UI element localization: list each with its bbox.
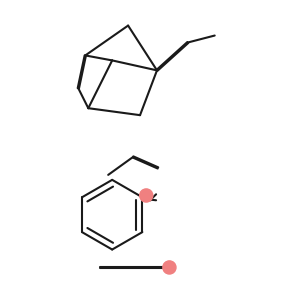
Circle shape [140,189,153,202]
Circle shape [163,261,176,274]
